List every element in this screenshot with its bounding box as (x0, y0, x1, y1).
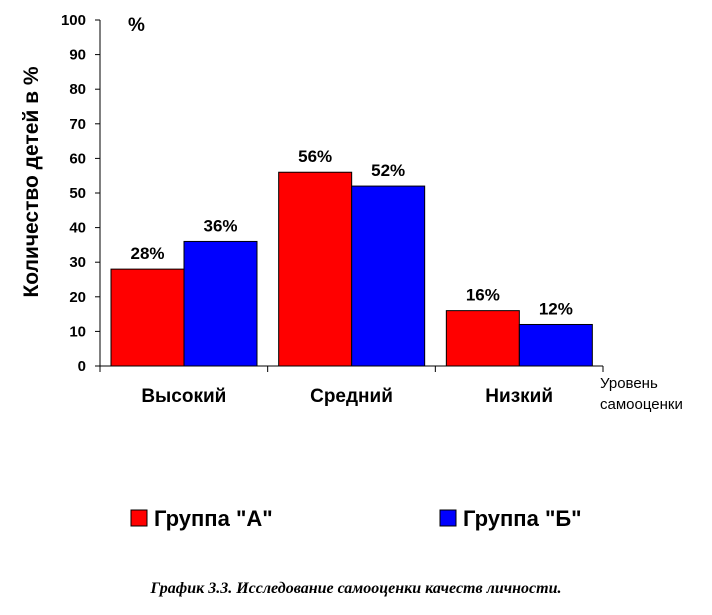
legend-label: Группа "А" (154, 506, 273, 531)
x-tick-label: Средний (310, 386, 393, 407)
figure-caption: График 3.3. Исследование самооценки каче… (150, 580, 562, 597)
x-axis-title-line2: самооценки (600, 396, 683, 413)
bar-group-a-0 (110, 268, 185, 367)
bar-group-b-1 (351, 185, 426, 367)
y-tick-label: 10 (69, 323, 86, 340)
bar-group-b-2 (518, 323, 593, 367)
data-labels: 28% 36% 56% 52% 16% 12% (130, 147, 572, 318)
y-tick-label: 40 (69, 220, 86, 237)
axes: 0 10 20 30 40 50 60 70 80 90 100 Высокий Средний Низк… (61, 12, 604, 407)
legend: Группа "А" Группа "Б" (130, 506, 582, 531)
bars (110, 171, 593, 367)
y-unit-label: % (128, 15, 145, 36)
data-label: 12% (539, 299, 573, 318)
bar-chart: 0 10 20 30 40 50 60 70 80 90 100 Высокий Средний Низк… (20, 12, 683, 531)
y-tick-label: 20 (69, 289, 86, 306)
y-tick-label: 50 (69, 185, 86, 202)
data-label: 52% (371, 161, 405, 180)
y-tick-label: 90 (69, 47, 86, 64)
y-tick-label: 0 (78, 358, 86, 375)
data-label: 56% (298, 147, 332, 166)
y-tick-label: 80 (69, 81, 86, 98)
data-label: 36% (203, 216, 237, 235)
bar-group-a-2 (445, 310, 520, 367)
y-axis-title: Количество детей в % (20, 66, 43, 297)
y-tick-label: 100 (61, 12, 86, 29)
y-tick-label: 60 (69, 150, 86, 167)
legend-swatch (130, 509, 148, 527)
y-tick-label: 30 (69, 254, 86, 271)
legend-label: Группа "Б" (463, 506, 582, 531)
x-tick-label: Низкий (485, 386, 553, 407)
legend-swatch (439, 509, 457, 527)
data-label: 28% (130, 244, 164, 263)
x-axis-title-line1: Уровень (600, 375, 658, 392)
data-label: 16% (466, 286, 500, 305)
x-tick-label: Высокий (141, 386, 226, 407)
bar-group-a-1 (278, 171, 353, 367)
y-tick-label: 70 (69, 116, 86, 133)
bar-group-b-0 (183, 240, 258, 367)
